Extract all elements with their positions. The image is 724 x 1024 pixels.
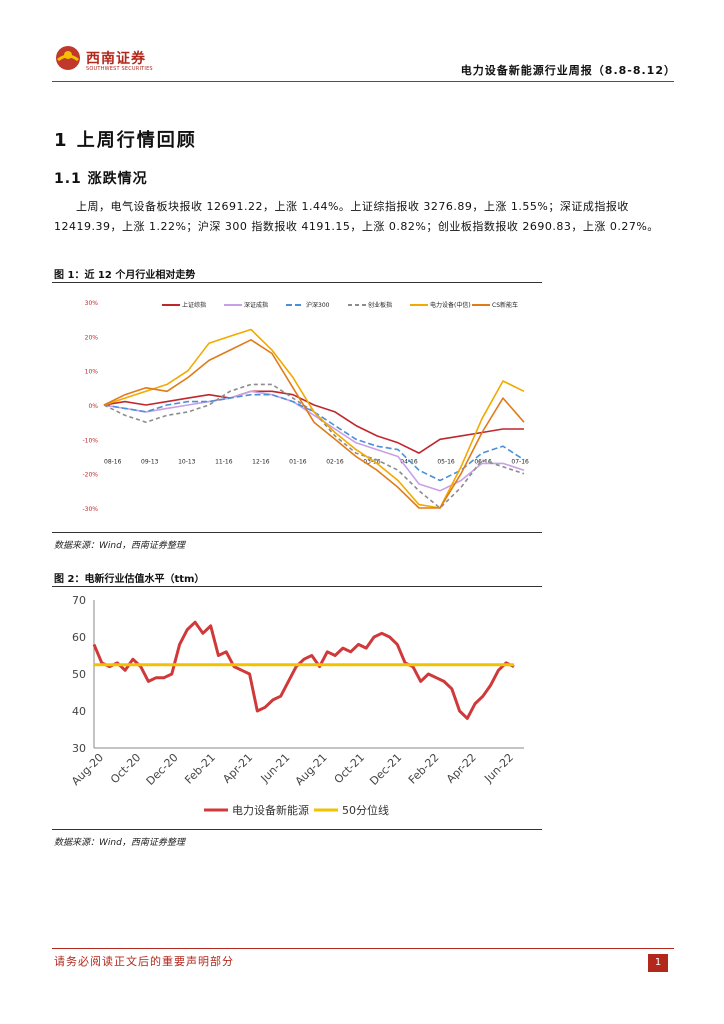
x-tick-label: 12-16 <box>252 458 270 465</box>
legend-label: 创业板指 <box>368 301 392 309</box>
x-tick-label: 04-16 <box>400 458 418 465</box>
page-number: 1 <box>648 954 668 972</box>
x-tick-label: Aug-21 <box>293 751 330 788</box>
x-tick-label: Aug-20 <box>69 751 106 788</box>
figure1-source: 数据来源：Wind，西南证券整理 <box>54 541 185 551</box>
series-line <box>103 390 524 454</box>
x-tick-label: Apr-21 <box>220 751 255 786</box>
series-line <box>103 338 525 509</box>
x-tick-label: Jun-22 <box>481 751 516 786</box>
x-tick-label: 03-16 <box>363 458 381 465</box>
brand-name: 西南证券 <box>86 51 146 67</box>
report-title: 电力设备新能源行业周报（8.8-8.12） <box>460 64 676 77</box>
figure1-chart: 30% 20% 10% 0% -10% -20% -30% 08-16 09-13 10-13 11… <box>82 300 529 513</box>
x-tick-label: 09-13 <box>141 458 159 465</box>
figure2-top-rule <box>52 586 542 587</box>
y-tick-label: 10% <box>85 369 99 376</box>
figure2-bottom-rule <box>52 829 542 830</box>
legend-label: CS新能车 <box>492 301 518 309</box>
x-tick-label: 10-13 <box>178 458 196 465</box>
x-tick-label: Jun-21 <box>258 751 293 786</box>
x-tick-label: Oct-21 <box>332 751 367 786</box>
legend-label: 50分位线 <box>342 803 389 817</box>
footer-divider <box>52 948 674 949</box>
x-tick-label: Feb-22 <box>406 751 442 787</box>
figure2-caption: 图 2：电新行业估值水平（ttm） <box>54 574 205 585</box>
x-tick-label: 08-16 <box>104 458 122 465</box>
y-tick-label: -20% <box>82 472 98 479</box>
brand-subtitle: SOUTHWEST SECURITIES <box>86 66 153 72</box>
y-tick-label: -30% <box>82 506 98 513</box>
y-tick-label: 30 <box>72 742 86 755</box>
figure1-bottom-rule <box>52 532 542 533</box>
x-tick-label: Feb-21 <box>182 751 218 787</box>
figure2-source: 数据来源：Wind，西南证券整理 <box>54 838 185 848</box>
x-tick-label: 05-16 <box>437 458 455 465</box>
section-heading: 1 上周行情回顾 <box>54 130 197 151</box>
legend-label: 电力设备(中信) <box>430 301 471 309</box>
legend-label: 电力设备新能源 <box>232 803 309 817</box>
x-tick-label: 01-16 <box>289 458 307 465</box>
figure2-chart: 30 40 50 60 70 Aug-20 Oct-20 Dec-20 Feb-21 Apr-21… <box>69 594 524 817</box>
y-tick-label: 70 <box>72 594 86 607</box>
x-tick-label: Dec-21 <box>367 751 404 788</box>
y-tick-label: 0% <box>88 403 98 410</box>
x-tick-label: Dec-20 <box>144 751 181 788</box>
y-tick-label: 60 <box>72 631 86 644</box>
y-tick-label: 50 <box>72 668 86 681</box>
summary-paragraph: 上周，电气设备板块报收 12691.22，上涨 1.44%。上证综指报收 327… <box>54 200 659 233</box>
company-logo-icon <box>56 46 80 70</box>
y-tick-label: 20% <box>85 334 99 341</box>
x-tick-label: Oct-20 <box>108 751 143 786</box>
x-tick-label: 06-16 <box>474 458 492 465</box>
x-tick-label: Apr-22 <box>444 751 479 786</box>
footer-disclaimer: 请务必阅读正文后的重要声明部分 <box>54 955 234 968</box>
legend-label: 上证综指 <box>182 301 206 309</box>
y-tick-label: 30% <box>85 300 99 307</box>
figure1-top-rule <box>52 282 542 283</box>
series-line <box>103 328 525 509</box>
legend-label: 深证成指 <box>244 301 268 309</box>
legend-label: 沪深300 <box>306 301 330 309</box>
series-line <box>103 390 525 492</box>
x-tick-label: 07-16 <box>511 458 529 465</box>
header-divider <box>52 81 674 82</box>
series-line <box>103 383 525 509</box>
series-line <box>92 620 515 720</box>
x-tick-label: 11-16 <box>215 458 233 465</box>
y-tick-label: 40 <box>72 705 86 718</box>
y-tick-label: -10% <box>82 437 98 444</box>
subsection-heading: 1.1 涨跌情况 <box>54 171 148 187</box>
figure1-caption: 图 1：近 12 个月行业相对走势 <box>54 270 196 281</box>
x-tick-label: 02-16 <box>326 458 344 465</box>
